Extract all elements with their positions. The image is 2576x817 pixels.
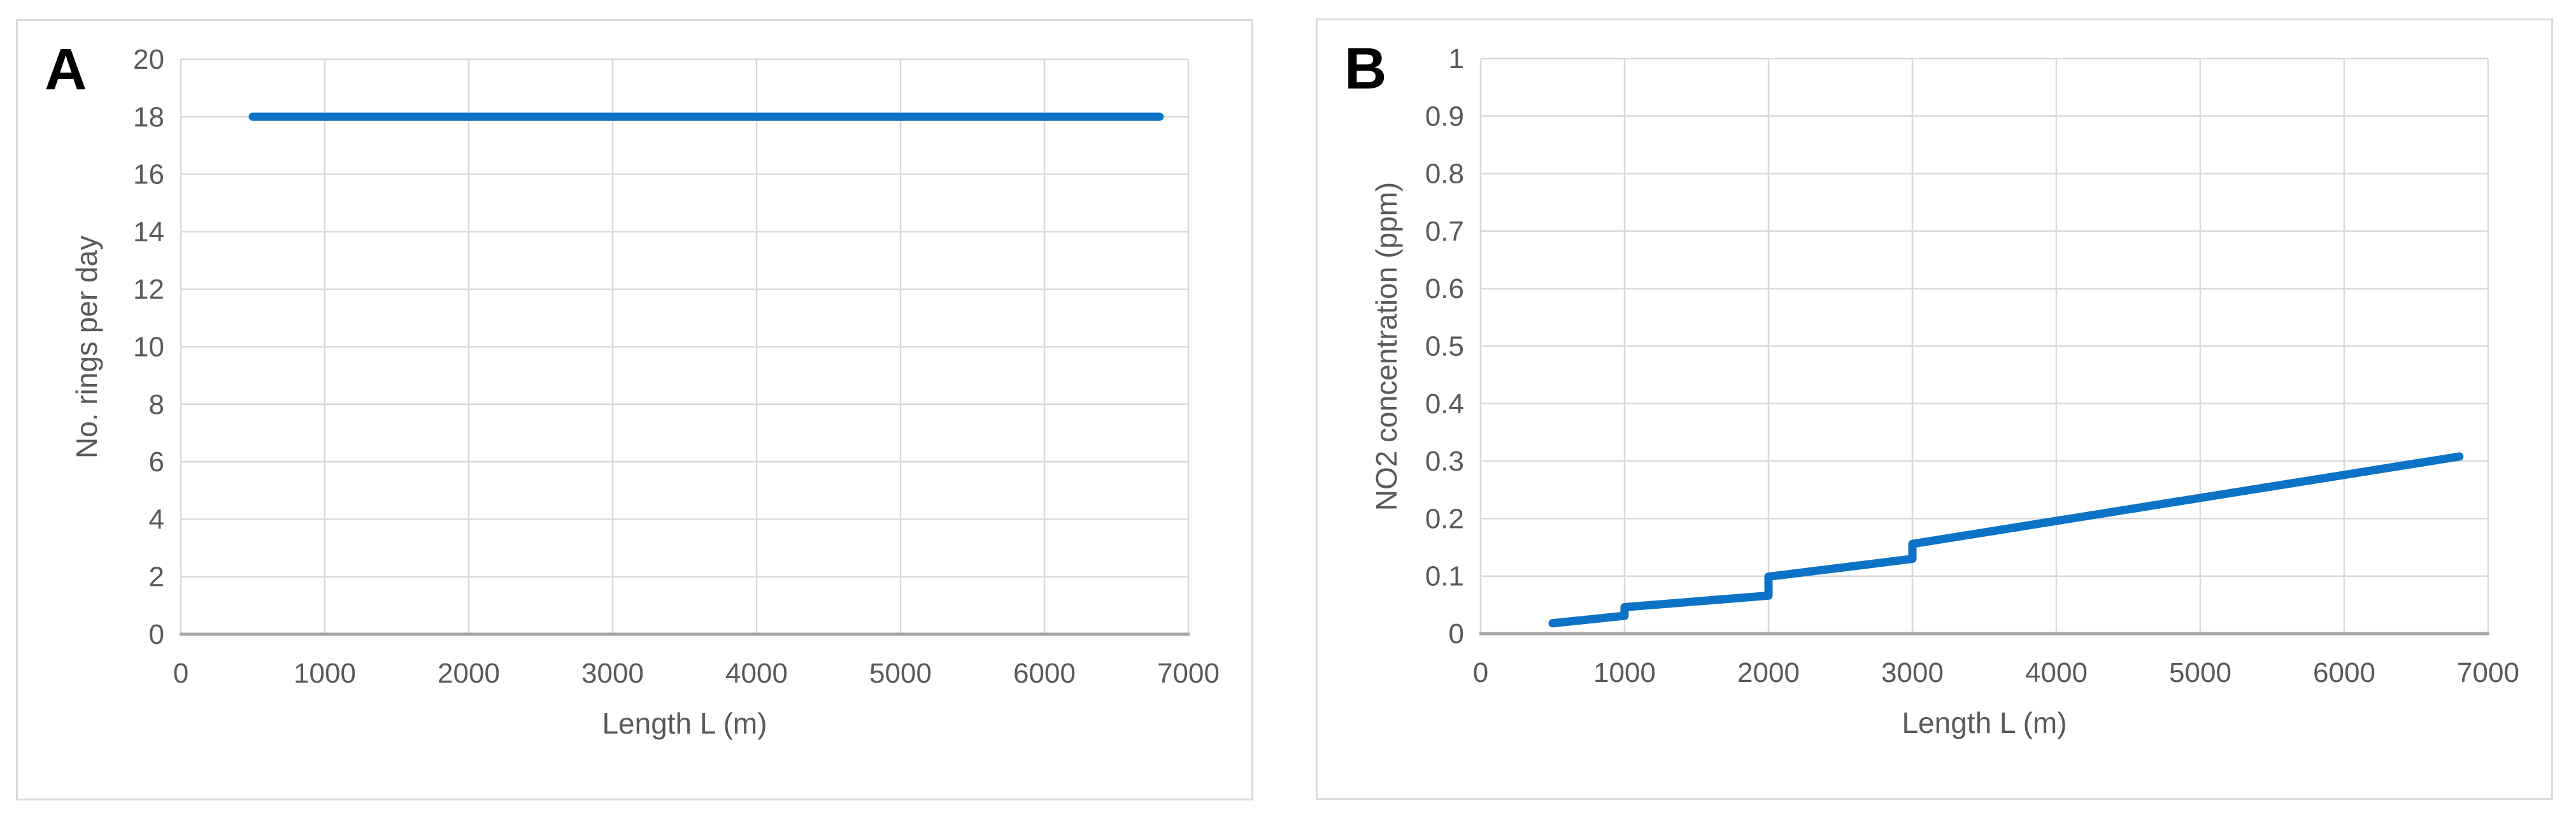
x-tick-label: 2000 [1737, 657, 1800, 688]
y-tick-label: 8 [149, 389, 164, 420]
chart-panel-a: A No. rings per day 0 1000 2000 3000 4000 500… [16, 19, 1253, 800]
x-tick-label: 3000 [1881, 657, 1944, 688]
chart-a-canvas: 0 1000 2000 3000 4000 5000 6000 7000 0 2 4 6 8 10 12 14… [133, 44, 1220, 689]
y-tick-label: 0.9 [1425, 101, 1464, 132]
y-tick-label: 6 [149, 446, 164, 478]
panel-label-a: A [45, 37, 87, 102]
y-tick-label: 14 [133, 217, 164, 248]
y-tick-label: 0.3 [1425, 446, 1464, 477]
y-tick-label: 18 [133, 101, 164, 132]
y-tick-label: 0.1 [1425, 561, 1464, 592]
x-tick-label: 7000 [2457, 657, 2519, 688]
y-tick-label: 0.8 [1425, 159, 1464, 190]
y-tick-label: 0.6 [1425, 273, 1464, 304]
y-tick-label: 0.7 [1425, 216, 1464, 247]
series-line [1548, 452, 2464, 628]
x-tick-label: 2000 [438, 658, 500, 689]
x-tick-label: 3000 [581, 658, 644, 689]
x-tick-label: 0 [173, 658, 189, 689]
x-axis-title-a: Length L (m) [602, 707, 767, 740]
y-tick-label: 0.4 [1425, 388, 1464, 420]
x-tick-label: 1000 [1593, 657, 1656, 688]
y-tick-label: 0 [1449, 618, 1464, 650]
panel-label-b: B [1344, 36, 1387, 101]
x-tick-label: 6000 [2313, 657, 2375, 688]
y-tick-label: 20 [133, 44, 164, 75]
x-tick-label: 1000 [294, 658, 356, 689]
x-tick-label: 6000 [1013, 658, 1076, 689]
y-tick-label: 4 [149, 504, 164, 535]
chart-b-canvas: 0 1000 2000 3000 4000 5000 6000 7000 0 0.1 0.2 0.3 0… [1425, 43, 2519, 688]
y-tick-label: 10 [133, 332, 164, 363]
x-tick-label: 4000 [2025, 657, 2088, 688]
x-axis-title-b: Length L (m) [1902, 706, 2067, 739]
x-tick-label: 7000 [1157, 658, 1220, 689]
x-tick-label: 5000 [869, 658, 932, 689]
x-tick-label: 5000 [2169, 657, 2231, 688]
chart-panel-b: B NO2 concentration (ppm) 0 1000 2000 3000 4… [1316, 18, 2553, 800]
y-tick-label: 16 [133, 159, 164, 190]
y-tick-label: 0.2 [1425, 503, 1464, 534]
tick-labels: 0 1000 2000 3000 4000 5000 6000 7000 0 2 4 6 8 10 12 14… [133, 44, 1220, 689]
x-tick-label: 4000 [725, 658, 788, 689]
tick-labels: 0 1000 2000 3000 4000 5000 6000 7000 0 0.1 0.2 0.3 0… [1425, 43, 2519, 688]
y-tick-label: 1 [1449, 43, 1464, 75]
y-tick-label: 0 [149, 619, 164, 650]
gridlines [180, 58, 1190, 636]
y-tick-label: 0.5 [1425, 331, 1464, 362]
y-tick-label: 2 [149, 562, 164, 593]
gridlines [1479, 57, 2489, 635]
x-tick-label: 0 [1473, 657, 1488, 688]
y-tick-label: 12 [133, 274, 164, 305]
